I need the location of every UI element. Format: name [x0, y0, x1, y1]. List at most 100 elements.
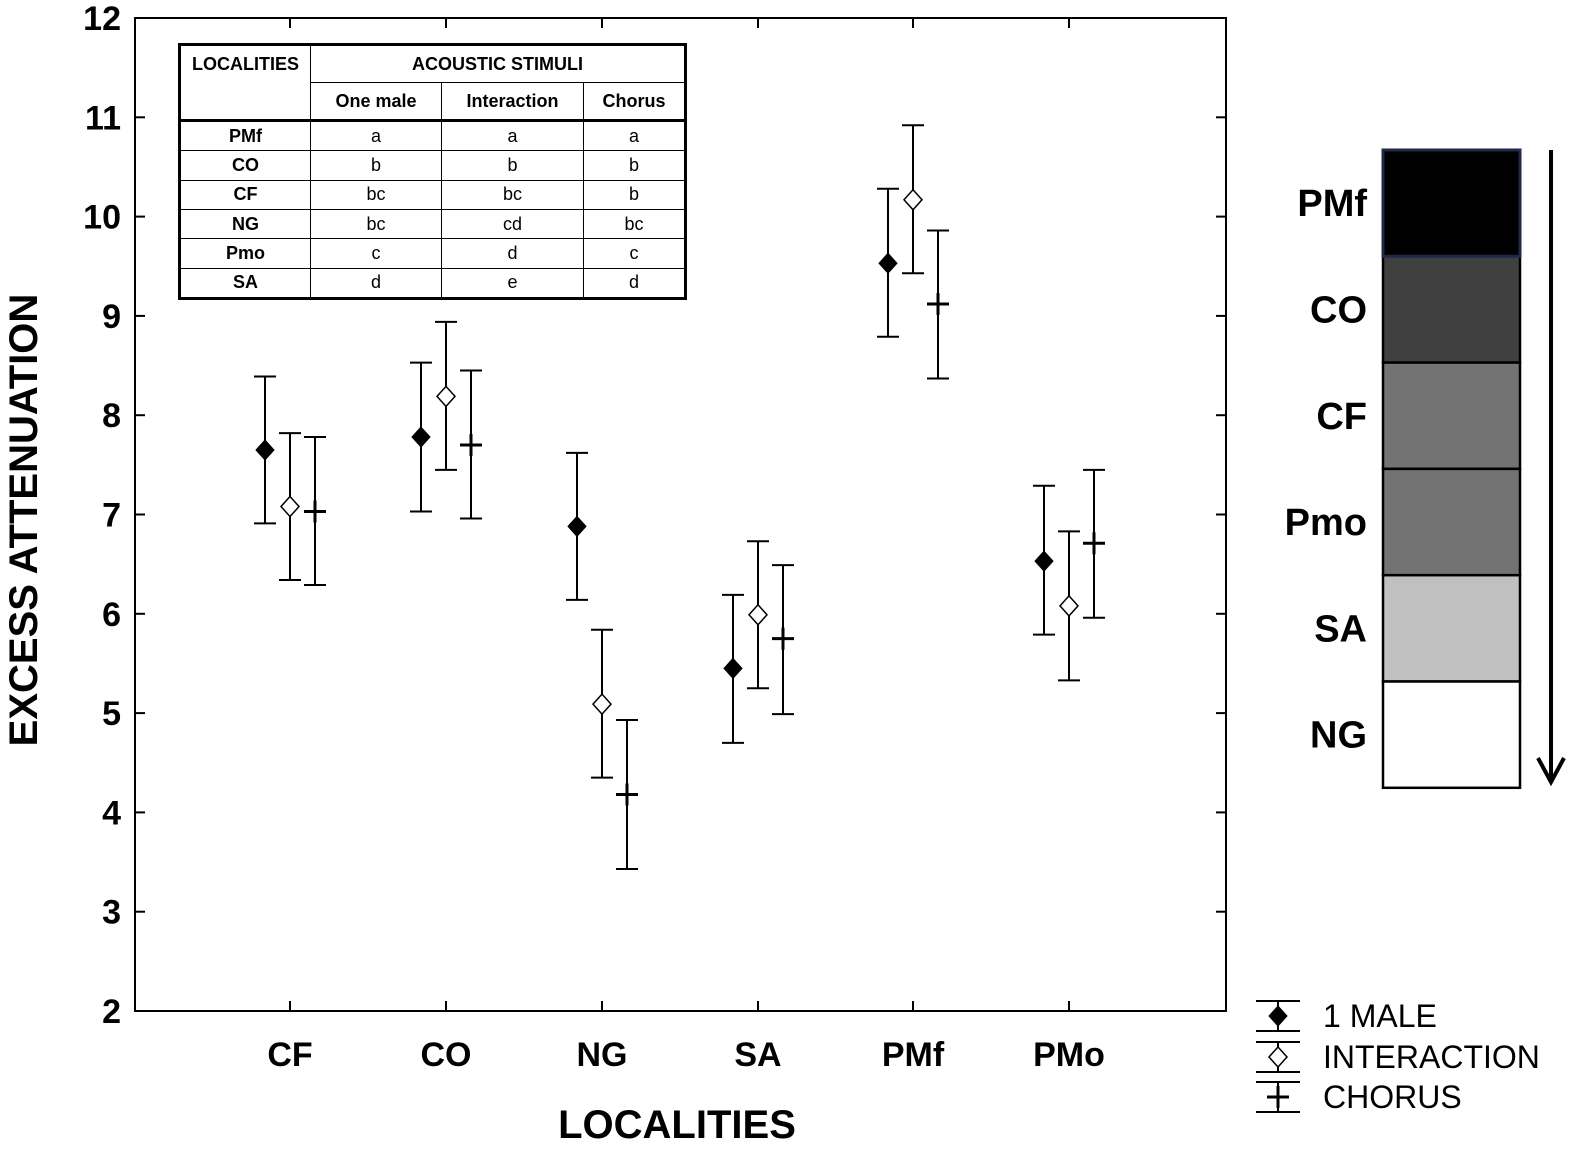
gradient-scale: PMf CO CF Pmo SA NG	[1285, 148, 1522, 790]
legend: 1 MALE INTERACTION CHORUS	[1256, 998, 1540, 1115]
series-filled-diamond	[254, 187, 1055, 744]
y-tick-label: 8	[102, 397, 121, 435]
scale-label: CF	[1316, 396, 1367, 438]
x-tick-label: SA	[734, 1036, 781, 1074]
table-cell: a	[441, 118, 584, 152]
table-cell: a	[310, 118, 442, 152]
table-row: Pmo c d c	[179, 238, 687, 269]
y-tick-label: 12	[83, 0, 121, 38]
table-row: SA d e d	[179, 267, 687, 300]
table-cell: d	[582, 267, 687, 300]
x-tick-label: NG	[577, 1036, 628, 1074]
data-point	[1034, 550, 1054, 572]
y-tick-label: 7	[102, 497, 121, 535]
data-point	[902, 188, 924, 211]
data-point	[279, 495, 301, 518]
scale-label: SA	[1314, 608, 1367, 650]
y-axis-title: EXCESS ATTENUATION	[2, 294, 46, 747]
series-open-diamond	[279, 124, 1080, 779]
scale-label: NG	[1310, 715, 1367, 757]
scale-block	[1381, 680, 1522, 790]
scale-label: CO	[1310, 289, 1367, 331]
table-cell: e	[441, 267, 584, 300]
legend-marker	[1268, 1005, 1288, 1027]
data-point	[591, 693, 613, 716]
table-cell-locality: CF	[179, 179, 311, 210]
table-row: CF bc bc b	[179, 179, 687, 210]
legend-label: 1 MALE	[1323, 998, 1437, 1034]
y-tick-label: 5	[102, 695, 121, 733]
data-point	[1058, 594, 1080, 617]
data-point	[772, 627, 794, 650]
y-tick-label: 3	[102, 894, 121, 932]
data-point	[411, 426, 431, 448]
legend-item: INTERACTION	[1256, 1039, 1540, 1075]
x-axis: CF CO NG SA PMf PMo	[267, 18, 1105, 1074]
table-cell: d	[441, 238, 584, 269]
scale-block	[1381, 148, 1522, 258]
scale-block	[1381, 467, 1522, 577]
table-cell-locality: PMf	[179, 118, 311, 152]
table-cell-locality: SA	[179, 267, 311, 300]
y-axis: 2 3 4 5 6 7 8 9 10 11 12	[83, 0, 1226, 1031]
data-point	[878, 252, 898, 275]
data-point	[927, 292, 949, 315]
data-point	[255, 439, 275, 461]
table-cell: bc	[441, 179, 584, 210]
table-header-localities: LOCALITIES	[179, 44, 311, 121]
legend-item: CHORUS	[1256, 1079, 1462, 1115]
scale-arrow-head	[1536, 757, 1566, 787]
table-row: CO b b b	[179, 150, 687, 181]
series-layer	[254, 124, 1105, 871]
data-point	[460, 433, 482, 456]
table-cell: a	[582, 118, 687, 152]
significance-table: LOCALITIES ACOUSTIC STIMULI One male Int…	[178, 43, 688, 300]
table-cell-locality: CO	[179, 150, 311, 181]
table-header-acoustic-stimuli: ACOUSTIC STIMULI	[309, 44, 687, 83]
y-tick-label: 4	[102, 794, 121, 832]
scale-label: Pmo	[1285, 502, 1367, 544]
legend-label: INTERACTION	[1323, 1039, 1540, 1075]
scale-arrow	[1536, 150, 1566, 787]
scale-block	[1381, 361, 1522, 471]
data-point	[723, 657, 743, 680]
table-cell: b	[582, 150, 687, 181]
table-row: NG bc cd bc	[179, 208, 687, 240]
table-cell: b	[310, 150, 442, 181]
data-point	[616, 783, 638, 806]
x-tick-label: PMo	[1033, 1036, 1105, 1074]
scale-block	[1381, 255, 1522, 364]
legend-marker	[1267, 1086, 1289, 1108]
table-cell: bc	[310, 179, 442, 210]
data-point	[1083, 532, 1105, 555]
x-tick-label: PMf	[882, 1036, 945, 1074]
y-tick-label: 6	[102, 596, 121, 634]
table-subheader-interaction: Interaction	[441, 82, 584, 121]
scale-label: PMf	[1297, 183, 1367, 225]
data-point	[567, 515, 587, 538]
data-point	[747, 603, 769, 626]
table-cell-locality: Pmo	[179, 238, 311, 269]
table-row: PMf a a a	[179, 118, 687, 152]
table-cell: bc	[582, 208, 687, 240]
y-tick-label: 11	[85, 99, 121, 137]
table-cell: b	[582, 179, 687, 210]
table-cell: bc	[310, 208, 442, 240]
table-cell: cd	[441, 208, 584, 240]
x-tick-label: CO	[421, 1036, 472, 1074]
legend-marker	[1267, 1045, 1289, 1069]
table-cell: b	[441, 150, 584, 181]
scale-block-top-border	[1381, 148, 1522, 258]
legend-item: 1 MALE	[1256, 998, 1437, 1034]
data-point	[435, 385, 457, 408]
data-point	[304, 500, 326, 523]
table-subheader-one-male: One male	[310, 82, 442, 121]
legend-label: CHORUS	[1323, 1079, 1462, 1115]
table-subheader-chorus: Chorus	[582, 82, 687, 121]
y-tick-label: 10	[83, 199, 121, 237]
table-cell: c	[310, 238, 442, 269]
y-tick-label: 2	[102, 993, 121, 1031]
table-cell-locality: NG	[179, 208, 311, 240]
scale-block	[1381, 573, 1522, 683]
